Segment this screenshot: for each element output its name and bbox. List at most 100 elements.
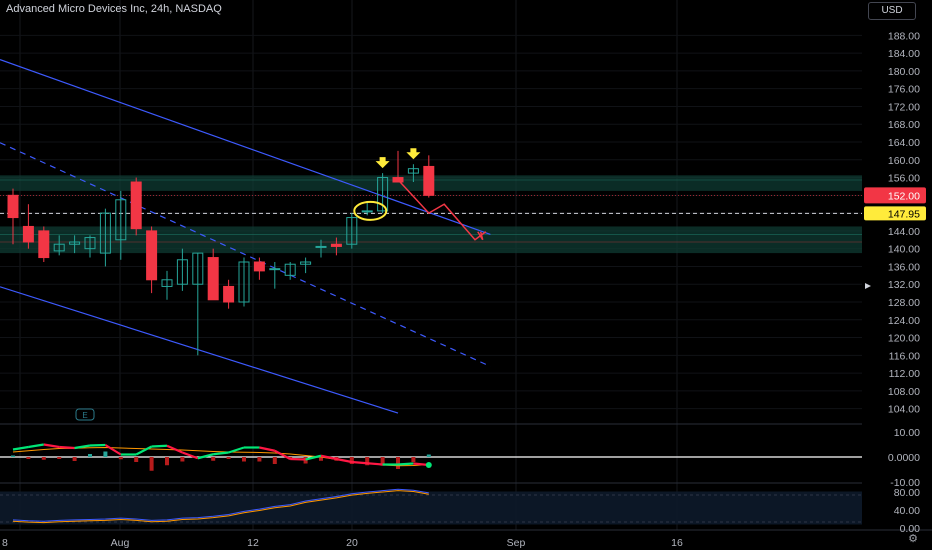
macd-line-segment	[290, 457, 306, 461]
price-axis: 188.00 184.00 180.00 176.00 172.00 168.00 164.…	[864, 30, 926, 535]
projection-arrowhead	[477, 231, 484, 241]
macd-hist-bar	[349, 457, 354, 464]
candle-body	[284, 263, 296, 276]
macd-hist-bar	[180, 457, 185, 462]
price-tick-label: 112.00	[889, 368, 920, 380]
rsi-line	[12, 488, 429, 522]
candle-body	[69, 241, 81, 245]
channel-lower-line	[0, 286, 399, 414]
macd-hist-bar	[396, 457, 400, 469]
current-price-badge	[864, 187, 926, 204]
channel-mid-line	[0, 142, 491, 367]
macd-hist-bar	[226, 457, 231, 459]
macd-line-segment	[12, 445, 29, 451]
candle-body	[53, 243, 65, 252]
macd-hist-bar	[26, 457, 31, 459]
macd-hist-bar	[211, 457, 216, 461]
price-marker-badge	[864, 206, 926, 221]
time-tick-label: Aug	[111, 537, 130, 549]
price-tick-label: 188.00	[888, 30, 920, 42]
earnings-badge	[75, 408, 95, 421]
candle-body	[161, 279, 173, 287]
price-tick-label: 176.00	[888, 84, 920, 96]
annotations: E	[75, 148, 487, 421]
candle-body	[361, 210, 373, 213]
time-tick-label: Sep	[507, 537, 526, 549]
support-zone	[0, 226, 862, 254]
rsi-band	[0, 491, 862, 525]
price-tick-label: 132.00	[888, 279, 920, 291]
price-tick-label: 116.00	[889, 350, 920, 362]
macd-hist-bar	[103, 451, 108, 457]
macd-cross-dot	[425, 462, 432, 468]
settings-icon[interactable]: ⚙	[908, 533, 918, 545]
macd-hist-bar	[411, 457, 416, 462]
candle-body	[38, 230, 50, 259]
macd-line-segment	[59, 445, 75, 450]
current-price-label: 152.00	[888, 190, 920, 202]
price-tick-label: 156.00	[888, 173, 920, 185]
earnings-badge-label: E	[82, 411, 87, 420]
candle-body	[130, 181, 142, 230]
price-tick-label: 108.00	[888, 386, 920, 398]
macd-line-segment	[305, 454, 322, 461]
time-tick-label: 8	[2, 537, 8, 549]
macd-line-segment	[89, 443, 106, 447]
rsi-tick-label: 0.00	[900, 523, 921, 535]
macd-line-segment	[151, 444, 168, 448]
macd-line-segment	[351, 460, 368, 465]
time-tick-label: 20	[346, 537, 358, 549]
macd-line-segment	[397, 462, 414, 466]
macd-line-segment	[28, 443, 44, 449]
price-tick-label: 184.00	[888, 48, 920, 60]
macd-line-segment	[43, 443, 60, 449]
chart-grid	[0, 0, 862, 530]
macd-hist-bar	[88, 454, 92, 457]
down-arrow-icon	[406, 148, 421, 160]
candle-body	[7, 194, 19, 219]
macd-line-segment	[336, 457, 353, 464]
symbol-title: Advanced Micro Devices Inc, 24h, NASDAQ	[6, 3, 222, 15]
macd-hist-bar	[134, 457, 139, 462]
macd-hist-bar	[165, 457, 169, 466]
macd-line-segment	[197, 453, 214, 460]
macd-pane	[0, 423, 862, 471]
price-tick-label: 120.00	[888, 333, 920, 345]
price-tick-label: 168.00	[888, 119, 920, 131]
time-tick-label: 16	[671, 537, 683, 549]
candle-body	[176, 259, 188, 285]
channel-upper-line	[0, 59, 491, 236]
projection-path	[397, 179, 487, 241]
candle-body	[315, 245, 327, 248]
macd-hist-bar	[57, 457, 62, 459]
macd-hist-bar	[380, 457, 385, 466]
macd-hist-bar	[426, 454, 431, 457]
macd-line-segment	[259, 446, 276, 452]
currency-button[interactable]: USD	[868, 2, 916, 20]
candle-body	[423, 165, 435, 196]
price-tick-label: 172.00	[888, 101, 920, 113]
rsi-ma-line	[12, 490, 429, 524]
time-axis: 8 Aug 12 20 Sep 16	[2, 537, 683, 549]
macd-hist-bar	[72, 457, 77, 461]
candle-body	[146, 230, 158, 281]
macd-hist-bar	[257, 457, 262, 462]
macd-line-segment	[104, 444, 122, 456]
price-tick-label: 104.00	[888, 404, 920, 416]
macd-tick-label: 0.0000	[888, 452, 920, 464]
macd-tick-label: -10.00	[890, 477, 920, 489]
macd-hist-bar	[242, 457, 246, 462]
rsi-tick-label: 40.00	[894, 505, 920, 517]
macd-hist-bar	[365, 457, 370, 466]
candle-body	[99, 212, 111, 254]
macd-line-segment	[274, 449, 291, 460]
macd-hist-bar	[149, 457, 154, 471]
price-marker-label: 147.95	[888, 208, 920, 220]
down-arrow-icon	[375, 157, 390, 169]
macd-line-segment	[74, 444, 91, 450]
macd-line-segment	[182, 451, 199, 460]
macd-hist-bar	[303, 457, 308, 464]
candle-body	[223, 285, 235, 303]
price-tick-label: 164.00	[888, 137, 920, 149]
